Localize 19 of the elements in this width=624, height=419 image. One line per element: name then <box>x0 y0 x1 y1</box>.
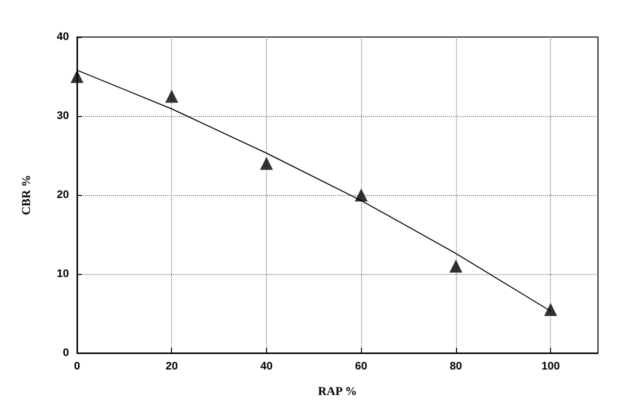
y-tick-label: 0 <box>62 347 69 359</box>
x-tick-label: 40 <box>260 360 273 372</box>
point <box>165 90 178 103</box>
x-tick-label: 0 <box>74 360 80 372</box>
point <box>260 156 273 170</box>
x-tick-label: 80 <box>450 360 462 372</box>
x-tick-label: 100 <box>541 360 560 372</box>
x-axis-title: RAP % <box>318 384 357 398</box>
y-tick-label: 20 <box>56 189 69 201</box>
point <box>449 260 462 273</box>
point <box>70 70 84 83</box>
y-tick-label: 10 <box>56 268 69 280</box>
point <box>544 303 558 316</box>
y-tick-label: 30 <box>56 110 69 122</box>
x-tick-label: 20 <box>166 360 178 372</box>
point <box>354 188 368 202</box>
y-tick-label: 40 <box>56 31 69 43</box>
x-tick-label: 60 <box>355 360 368 372</box>
y-axis-title: CBR % <box>19 174 33 216</box>
